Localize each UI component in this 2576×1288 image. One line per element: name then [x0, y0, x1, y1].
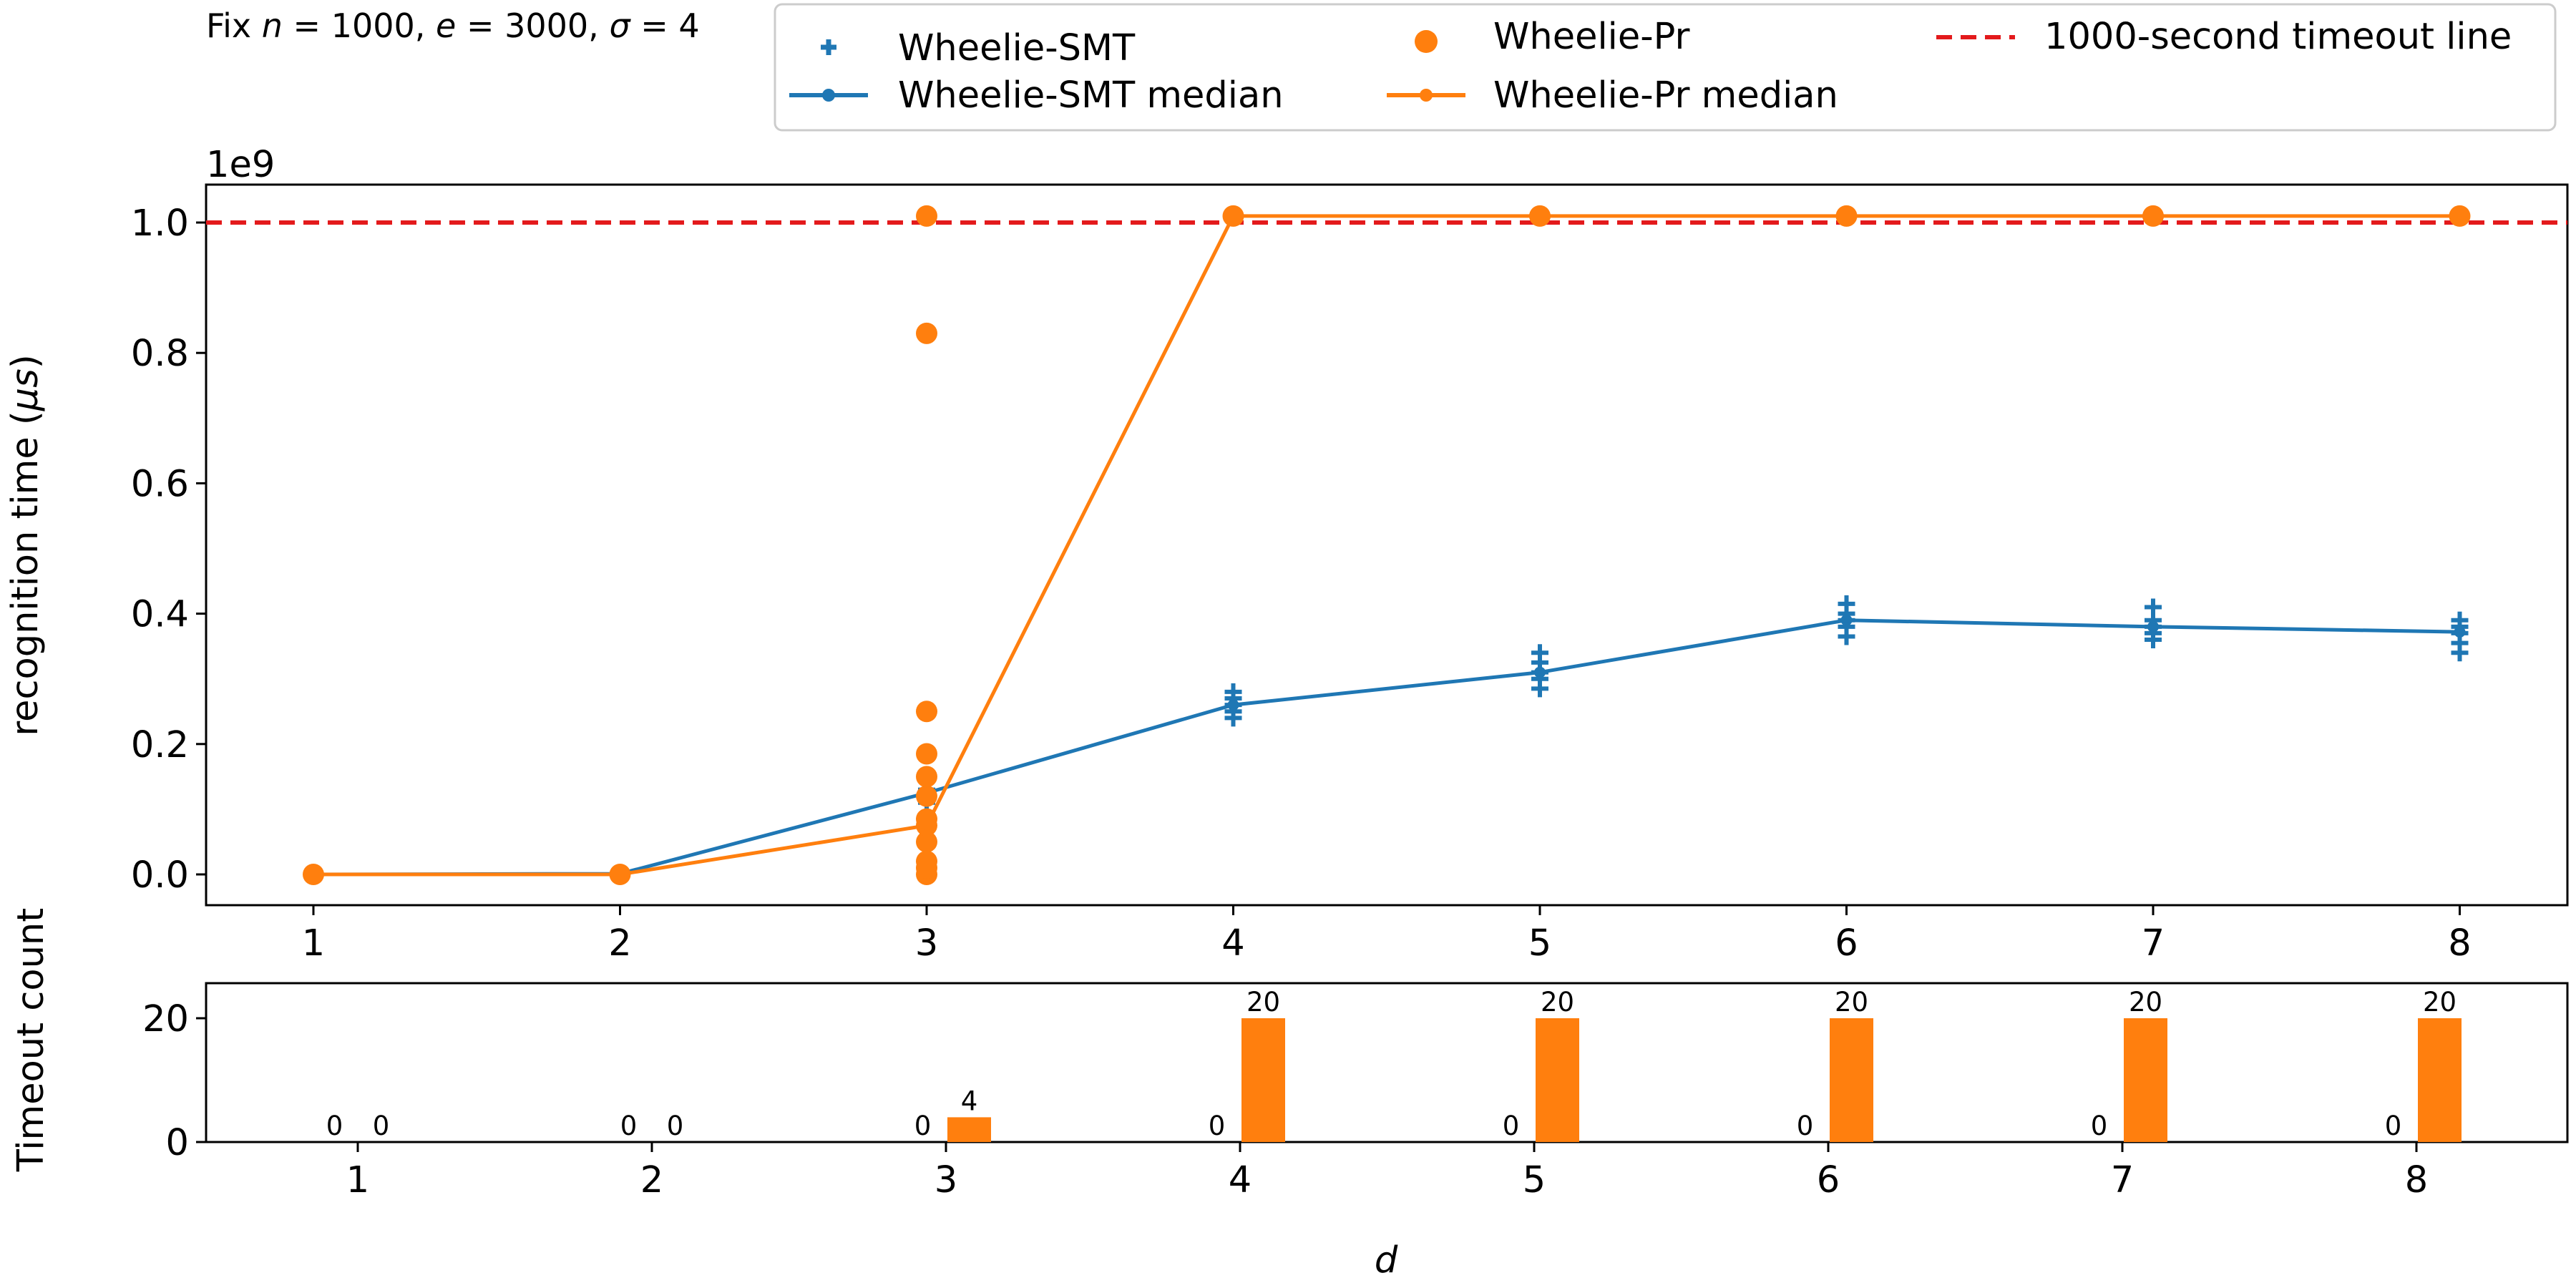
- x-tick-label: 7: [2142, 922, 2165, 965]
- top-chart: 1 2 3 4 5 6 7 8 0.0 0.2 0.4 0.6 0.8 1.0 1e9 recognit…: [4, 144, 2569, 965]
- y-tick-label: 0.8: [131, 333, 189, 375]
- pr-point: [916, 701, 937, 723]
- legend-marker-pr: [1415, 30, 1438, 53]
- pr-median-line: [313, 214, 2460, 877]
- legend-label-smt: Wheelie-SMT: [898, 27, 1136, 69]
- smt-timeout-count-label: 0: [2091, 1111, 2108, 1141]
- pr-point: [1835, 205, 1858, 227]
- pr-point: [303, 864, 324, 885]
- pr-timeout-count-label: 0: [667, 1111, 684, 1141]
- smt-timeout-count-label: 0: [620, 1111, 638, 1141]
- pr-point: [916, 808, 937, 830]
- bottom-y-axis-label: Timeout count: [10, 908, 52, 1172]
- pr-point: [916, 743, 937, 765]
- pr-point: [916, 785, 937, 807]
- y-tick-label: 20: [142, 998, 189, 1040]
- x-tick-label: 4: [1229, 1159, 1252, 1201]
- legend-label-pr-median: Wheelie-Pr median: [1493, 74, 1838, 117]
- pr-timeout-bar: [1241, 1018, 1285, 1142]
- x-tick-label: 6: [1817, 1159, 1840, 1201]
- y-tick-label: 0.2: [131, 724, 189, 766]
- smt-timeout-count-label: 0: [1503, 1111, 1520, 1141]
- legend-marker-smt: [821, 39, 836, 55]
- x-tick-label: 3: [915, 922, 938, 965]
- caption: Fix n = 1000, e = 3000, σ = 4: [206, 6, 700, 45]
- x-axis-label: d: [1375, 1239, 1398, 1282]
- x-tick-label: 5: [1523, 1159, 1546, 1201]
- y-tick-label: 0: [166, 1122, 189, 1164]
- pr-point: [916, 205, 937, 227]
- pr-median-series: [308, 210, 2466, 880]
- y-tick-label: 0.4: [131, 594, 189, 636]
- x-tick-label: 2: [608, 922, 631, 965]
- legend-label-smt-median: Wheelie-SMT median: [898, 74, 1284, 117]
- pr-timeout-bar: [1536, 1018, 1579, 1142]
- pr-point: [1529, 205, 1551, 227]
- x-tick-label: 5: [1528, 922, 1551, 965]
- smt-timeout-count-label: 0: [1209, 1111, 1226, 1141]
- pr-timeout-count-label: 4: [961, 1085, 978, 1116]
- pr-timeout-count-label: 20: [1246, 987, 1280, 1018]
- x-tick-label: 2: [640, 1159, 663, 1201]
- pr-point: [916, 831, 937, 853]
- pr-timeout-count-label: 20: [2423, 987, 2457, 1018]
- smt-scatter-series: [305, 595, 2469, 883]
- pr-timeout-count-label: 20: [1541, 987, 1574, 1018]
- x-tick-label: 4: [1221, 922, 1244, 965]
- x-tick-label: 8: [2405, 1159, 2428, 1201]
- smt-median-series: [308, 614, 2466, 880]
- pr-point: [2449, 205, 2471, 227]
- pr-point: [609, 864, 631, 885]
- legend-label-timeout: 1000-second timeout line: [2044, 16, 2512, 58]
- top-y-ticks: 0.0 0.2 0.4 0.6 0.8 1.0: [131, 203, 206, 897]
- smt-point: [1531, 644, 1548, 662]
- pr-timeout-bar: [1830, 1018, 1873, 1142]
- pr-timeout-count-label: 0: [373, 1111, 390, 1141]
- smt-median-line: [313, 618, 2460, 877]
- pr-point: [916, 766, 937, 788]
- x-tick-label: 1: [302, 922, 325, 965]
- pr-point: [916, 850, 937, 872]
- legend: Wheelie-SMT Wheelie-SMT median Wheelie-P…: [774, 3, 2557, 132]
- pr-scatter-series: [303, 205, 2471, 885]
- smt-point: [2451, 611, 2469, 629]
- bottom-x-ticks: 1 2 3 4 5 6 7 8: [346, 1142, 2428, 1201]
- x-tick-label: 3: [935, 1159, 957, 1201]
- top-x-ticks: 1 2 3 4 5 6 7 8: [302, 905, 2472, 965]
- pr-point: [2142, 205, 2164, 227]
- top-y-axis-label: recognition time (μs): [4, 354, 47, 736]
- smt-point: [1224, 683, 1242, 701]
- legend-marker-smt-median: [789, 89, 868, 102]
- smt-timeout-count-label: 0: [1797, 1111, 1814, 1141]
- legend-marker-pr-median: [1387, 89, 1465, 102]
- bottom-plot-frame: [205, 982, 2569, 1143]
- y-tick-label: 1.0: [131, 203, 189, 245]
- x-tick-label: 1: [346, 1159, 369, 1201]
- pr-point: [1222, 205, 1244, 227]
- top-plot-frame: [205, 183, 2569, 907]
- y-tick-label: 0.6: [131, 463, 189, 505]
- smt-point: [2145, 598, 2162, 616]
- x-tick-label: 8: [2448, 922, 2471, 965]
- smt-timeout-count-label: 0: [2385, 1111, 2402, 1141]
- pr-timeout-bar: [2418, 1018, 2462, 1142]
- smt-timeout-count-label: 0: [914, 1111, 932, 1141]
- bottom-y-ticks: 0 20: [142, 998, 206, 1164]
- pr-timeout-bar: [2124, 1018, 2167, 1142]
- y-tick-label: 0.0: [131, 854, 189, 897]
- pr-point: [916, 322, 937, 344]
- pr-timeout-bar: [947, 1117, 991, 1142]
- y-multiplier: 1e9: [206, 144, 275, 186]
- legend-frame: [774, 3, 2557, 132]
- pr-timeout-count-label: 20: [2129, 987, 2162, 1018]
- legend-label-pr: Wheelie-Pr: [1493, 16, 1689, 58]
- smt-point: [1838, 595, 1855, 613]
- pr-timeout-count-label: 20: [1835, 987, 1868, 1018]
- x-tick-label: 6: [1835, 922, 1858, 965]
- smt-timeout-count-label: 0: [326, 1111, 343, 1141]
- x-tick-label: 7: [2111, 1159, 2134, 1201]
